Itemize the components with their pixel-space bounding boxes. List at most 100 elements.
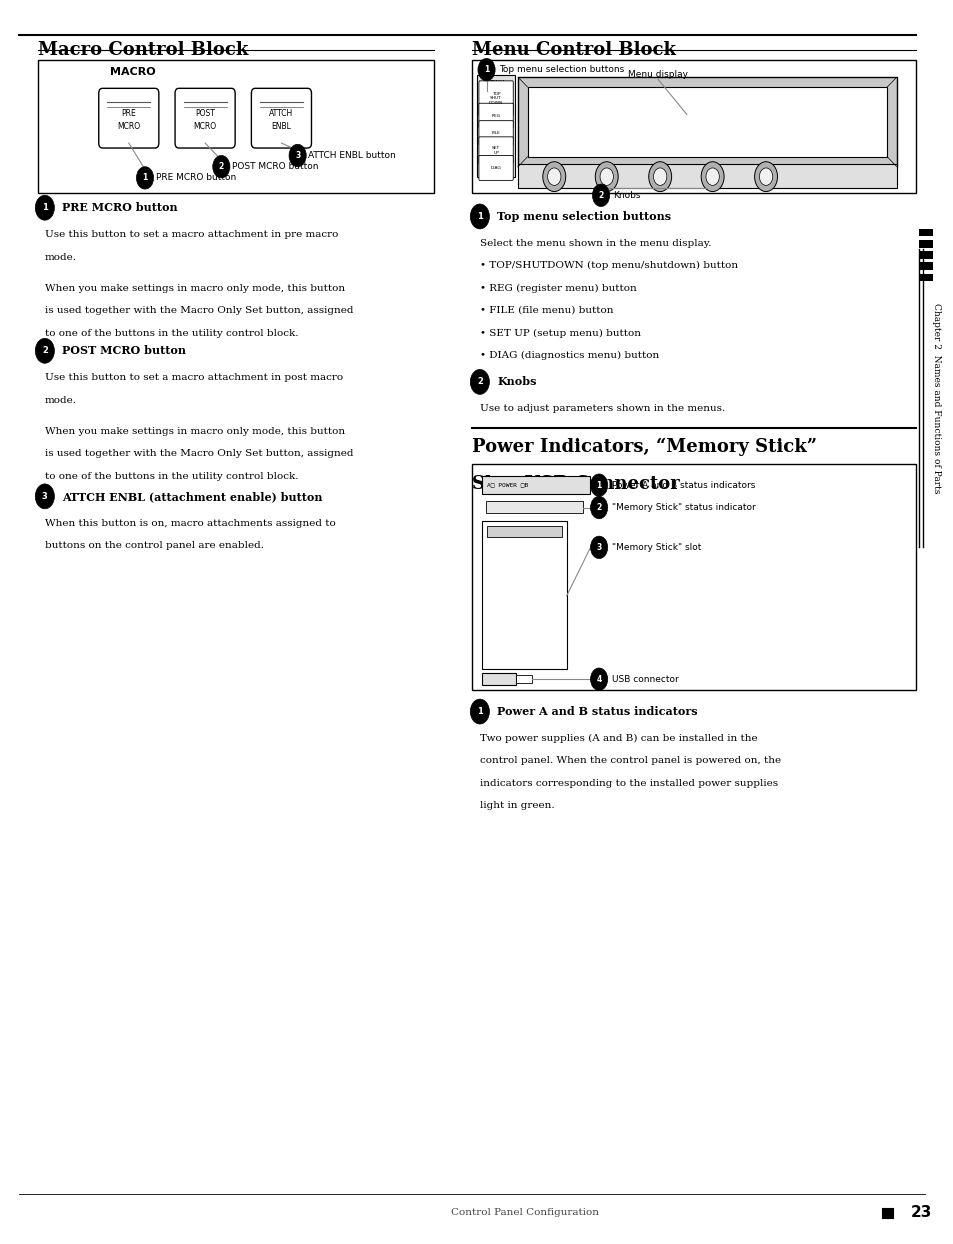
Bar (527, 87, 886, 157)
Text: 2: 2 (596, 503, 601, 513)
Text: control panel. When the control panel is powered on, the: control panel. When the control panel is… (479, 756, 781, 765)
Text: • DIAG (diagnostics menu) button: • DIAG (diagnostics menu) button (479, 351, 659, 360)
Text: 1: 1 (476, 707, 482, 717)
Bar (517, 77, 896, 167)
Bar (918, 274, 932, 281)
Text: 2: 2 (476, 377, 482, 387)
Circle shape (547, 168, 560, 185)
Text: Slot, USB Connector: Slot, USB Connector (472, 475, 679, 493)
FancyBboxPatch shape (478, 156, 513, 180)
Text: Menu display: Menu display (627, 70, 687, 80)
Circle shape (477, 58, 495, 81)
Text: A□ POWER □B: A□ POWER □B (486, 483, 527, 488)
Text: ENBL: ENBL (272, 122, 291, 132)
Text: 23: 23 (910, 1205, 931, 1220)
Circle shape (213, 156, 230, 178)
Circle shape (289, 144, 306, 167)
Text: PRE MCRO button: PRE MCRO button (62, 203, 177, 213)
Text: When this button is on, macro attachments assigned to: When this button is on, macro attachment… (45, 519, 335, 527)
Circle shape (754, 162, 777, 192)
Bar (918, 240, 932, 248)
FancyBboxPatch shape (478, 103, 513, 128)
Text: DIAG: DIAG (490, 165, 501, 170)
Text: FILE: FILE (491, 131, 500, 136)
Text: 3: 3 (294, 151, 300, 160)
Text: Control Panel Configuration: Control Panel Configuration (450, 1208, 598, 1218)
Bar (481, 673, 516, 685)
Text: Chapter 2  Names and Functions of Parts: Chapter 2 Names and Functions of Parts (931, 302, 941, 494)
Text: 1: 1 (483, 65, 489, 75)
Text: Use this button to set a macro attachment in post macro: Use this button to set a macro attachmen… (45, 373, 343, 382)
Text: Use this button to set a macro attachment in pre macro: Use this button to set a macro attachmen… (45, 230, 338, 239)
Bar (476, 75, 515, 177)
Text: to one of the buttons in the utility control block.: to one of the buttons in the utility con… (45, 471, 298, 480)
Text: 3: 3 (42, 491, 48, 501)
Circle shape (590, 536, 607, 559)
Text: Power A and B status indicators: Power A and B status indicators (611, 480, 754, 490)
Text: Top menu selection buttons: Top menu selection buttons (497, 211, 671, 221)
Text: indicators corresponding to the installed power supplies: indicators corresponding to the installe… (479, 779, 778, 787)
Text: 1: 1 (42, 203, 48, 213)
Circle shape (35, 338, 54, 363)
Text: ATTCH ENBL button: ATTCH ENBL button (308, 151, 395, 160)
Text: Knobs: Knobs (497, 377, 536, 387)
Bar (918, 251, 932, 259)
Text: Select the menu shown in the menu display.: Select the menu shown in the menu displa… (479, 239, 711, 248)
Circle shape (590, 668, 607, 690)
Circle shape (759, 168, 772, 185)
Circle shape (542, 162, 565, 192)
Text: MACRO: MACRO (110, 67, 155, 77)
Circle shape (648, 162, 671, 192)
Circle shape (35, 195, 54, 220)
Text: 2: 2 (42, 346, 48, 356)
Bar (918, 262, 932, 270)
Circle shape (470, 699, 489, 724)
Text: TOP
SHUT
DOWN: TOP SHUT DOWN (489, 92, 502, 104)
Text: Menu Control Block: Menu Control Block (472, 41, 676, 58)
Text: • TOP/SHUTDOWN (top menu/shutdown) button: • TOP/SHUTDOWN (top menu/shutdown) butto… (479, 261, 738, 270)
Bar (485, 501, 582, 513)
Text: 2: 2 (218, 162, 224, 172)
Bar (38, 60, 434, 193)
Text: MENU: MENU (486, 80, 505, 85)
Circle shape (590, 496, 607, 519)
Text: • REG (register menu) button: • REG (register menu) button (479, 284, 636, 292)
Bar (517, 164, 896, 188)
Text: POST MCRO button: POST MCRO button (62, 346, 186, 356)
Text: 1: 1 (596, 480, 601, 490)
FancyBboxPatch shape (251, 88, 311, 148)
Text: 4: 4 (596, 674, 601, 684)
Text: Power Indicators, “Memory Stick”: Power Indicators, “Memory Stick” (472, 438, 817, 457)
Text: 3: 3 (596, 542, 601, 552)
Text: Top menu selection buttons: Top menu selection buttons (498, 65, 623, 75)
FancyBboxPatch shape (174, 88, 234, 148)
Circle shape (700, 162, 723, 192)
Bar (481, 476, 589, 494)
FancyBboxPatch shape (478, 137, 513, 164)
Text: light in green.: light in green. (479, 801, 554, 810)
Circle shape (599, 168, 613, 185)
Text: to one of the buttons in the utility control block.: to one of the buttons in the utility con… (45, 328, 298, 337)
Text: "Memory Stick" status indicator: "Memory Stick" status indicator (611, 503, 755, 513)
Text: USB connector: USB connector (611, 674, 678, 684)
Text: "Memory Stick" slot: "Memory Stick" slot (611, 542, 700, 552)
Text: SET
UP: SET UP (492, 147, 499, 154)
Text: ATTCH ENBL (attachment enable) button: ATTCH ENBL (attachment enable) button (62, 491, 322, 501)
Text: When you make settings in macro only mode, this button: When you make settings in macro only mod… (45, 284, 345, 292)
Circle shape (705, 168, 719, 185)
Text: 1: 1 (142, 173, 148, 183)
Bar (481, 521, 566, 669)
Bar (486, 526, 561, 537)
Text: Two power supplies (A and B) can be installed in the: Two power supplies (A and B) can be inst… (479, 734, 757, 743)
Text: Knobs: Knobs (613, 190, 640, 200)
Circle shape (590, 474, 607, 496)
Text: • FILE (file menu) button: • FILE (file menu) button (479, 306, 613, 315)
FancyBboxPatch shape (478, 81, 513, 116)
Text: MCRO: MCRO (117, 122, 140, 132)
Text: mode.: mode. (45, 253, 77, 261)
Bar (516, 675, 532, 683)
Text: • SET UP (setup menu) button: • SET UP (setup menu) button (479, 328, 640, 337)
Bar (918, 229, 932, 236)
Bar (472, 60, 915, 193)
Text: POST MCRO button: POST MCRO button (232, 162, 318, 172)
